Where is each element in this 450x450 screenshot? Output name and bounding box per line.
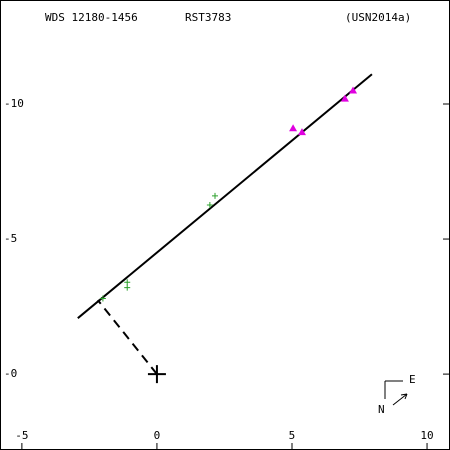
chart-title: WDS 12180-1456 <box>45 11 138 24</box>
orbit-line <box>77 73 373 319</box>
x-tick-label: 0 <box>154 429 161 442</box>
chart-subtitle: RST3783 <box>185 11 231 24</box>
compass: E N <box>378 373 416 416</box>
x-tick-label: -5 <box>15 429 28 442</box>
reference: (USN2014a) <box>345 11 411 24</box>
compass-arrowhead <box>400 393 408 400</box>
y-tick-label: -5 <box>4 232 17 245</box>
x-tick-label: 5 <box>289 429 296 442</box>
y-tick-label: -10 <box>4 97 24 110</box>
observation-point <box>349 86 358 94</box>
observation-point <box>124 279 131 286</box>
compass-arrow <box>392 393 408 406</box>
x-tick-label: 10 <box>420 429 433 442</box>
compass-east-label: E <box>409 373 416 386</box>
y-tick-label: -0 <box>4 367 17 380</box>
observation-point <box>297 128 306 136</box>
observation-point <box>289 124 298 132</box>
observation-point <box>212 192 219 199</box>
observation-point <box>124 284 131 291</box>
residual-line <box>96 299 158 375</box>
compass-north-label: N <box>378 403 385 416</box>
origin-cross <box>147 365 166 384</box>
observation-point <box>99 295 106 302</box>
observation-point <box>206 202 213 209</box>
observation-point <box>340 94 349 102</box>
